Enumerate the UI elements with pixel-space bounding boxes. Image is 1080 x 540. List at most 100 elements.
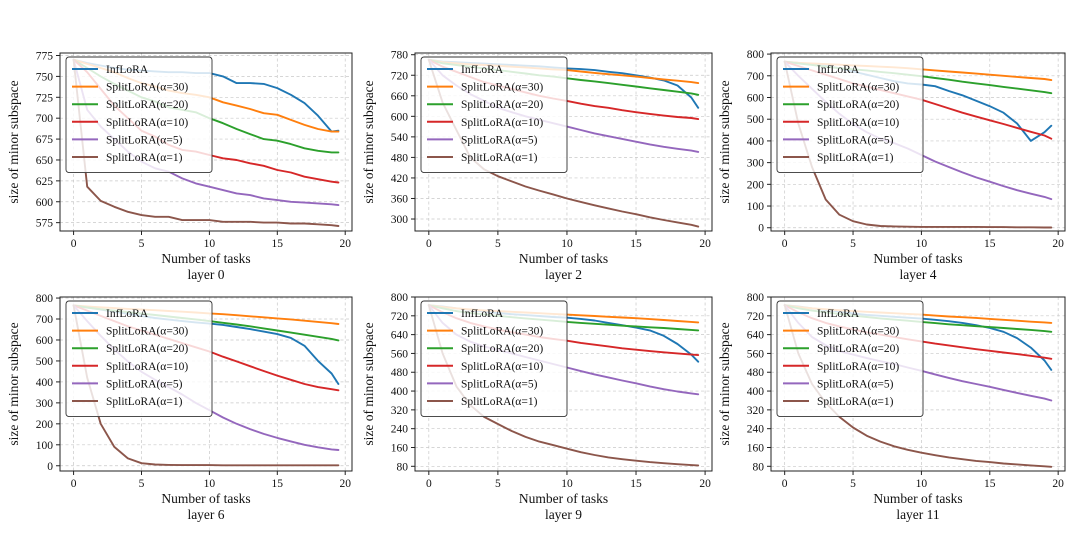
chart-3-legend-label-3: SplitLoRA(α=10) (106, 361, 188, 373)
chart-2-legend-label-4: SplitLoRA(α=5) (817, 134, 894, 146)
chart-3-xtick-label-4: 20 (339, 478, 351, 490)
chart-5-xtick-label-1: 5 (850, 478, 856, 490)
chart-3-ytick-label-2: 200 (36, 419, 54, 431)
chart-3-ytick-label-0: 0 (47, 461, 53, 473)
chart-1-legend-label-2: SplitLoRA(α=20) (461, 99, 543, 111)
chart-3-legend-label-2: SplitLoRA(α=20) (106, 343, 188, 355)
chart-2-ytick-label-1: 100 (747, 201, 765, 213)
chart-0: 0 5 10 15 20 575 600 625 650 675 700 725 750 775 Numbe… (6, 51, 353, 282)
chart-5-legend: InfLoRA SplitLoRA(α=30) SplitLoRA(α=20) Spl… (776, 300, 924, 418)
chart-4-ytick-label-1: 160 (391, 442, 409, 454)
chart-4-legend-label-0: InfLoRA (461, 308, 504, 320)
chart-1-ytick-label-7: 720 (391, 70, 409, 82)
chart-0-legend-label-2: SplitLoRA(α=20) (106, 99, 188, 111)
chart-2-xtick-label-2: 10 (916, 238, 928, 250)
chart-5-xtick-label-4: 20 (1052, 478, 1064, 490)
chart-3-xtick-label-3: 15 (272, 478, 284, 490)
chart-1-ytick-label-0: 300 (391, 214, 409, 226)
chart-1-ytick-label-8: 780 (391, 50, 409, 62)
chart-0-ytick-label-7: 750 (36, 71, 54, 83)
chart-1-xtick-label-2: 10 (561, 238, 573, 250)
chart-2-legend-label-3: SplitLoRA(α=10) (817, 117, 899, 129)
chart-2-series-line-5 (783, 60, 1053, 229)
chart-4-legend-label-1: SplitLoRA(α=30) (461, 326, 543, 338)
chart-2-xlabel: Number of tasks (873, 251, 962, 266)
chart-1-legend: InfLoRA SplitLoRA(α=30) SplitLoRA(α=20) Spl… (420, 56, 568, 174)
chart-2-ytick-label-7: 700 (747, 71, 765, 83)
chart-0-xtick-label-0: 0 (71, 238, 77, 250)
chart-3-ytick-label-4: 400 (36, 377, 54, 389)
chart-1: 0 5 10 15 20 300 360 420 480 540 600 660 720 780 Numbe… (361, 50, 713, 282)
chart-3-xtick-label-0: 0 (71, 478, 77, 490)
chart-5-ylabel: size of minor subspace (717, 322, 732, 445)
chart-0-series-line-5 (72, 58, 340, 227)
chart-2-legend-label-2: SplitLoRA(α=20) (817, 99, 899, 111)
chart-0-ytick-label-5: 700 (36, 113, 54, 125)
chart-1-xtick-label-1: 5 (495, 238, 501, 250)
chart-2-ytick-label-4: 400 (747, 136, 765, 148)
chart-3-legend-label-4: SplitLoRA(α=5) (106, 378, 183, 390)
chart-5-ytick-label-9: 800 (747, 292, 765, 304)
chart-4: 0 5 10 15 20 80 160 240 320 400 480 560 640 720 800 Num… (361, 292, 713, 522)
chart-4-legend-label-2: SplitLoRA(α=20) (461, 343, 543, 355)
chart-0-legend-label-1: SplitLoRA(α=30) (106, 82, 188, 94)
chart-5-ytick-label-8: 720 (747, 311, 765, 323)
chart-5-ytick-label-2: 240 (747, 424, 765, 436)
chart-0-legend-label-5: SplitLoRA(α=1) (106, 152, 183, 164)
chart-3-ytick-label-3: 300 (36, 398, 54, 410)
chart-0-ytick-label-4: 675 (36, 134, 54, 146)
chart-3-legend-label-1: SplitLoRA(α=30) (106, 326, 188, 338)
chart-5-legend-label-5: SplitLoRA(α=1) (817, 396, 894, 408)
chart-4-ytick-label-9: 800 (391, 292, 409, 304)
chart-2-ytick-label-8: 800 (747, 49, 765, 61)
chart-1-xtick-label-0: 0 (426, 238, 432, 250)
chart-5-xtick-label-3: 15 (984, 478, 996, 490)
chart-4-ytick-label-0: 80 (397, 461, 409, 473)
chart-2-frame (770, 52, 1066, 232)
chart-2-xtick-label-0: 0 (782, 238, 788, 250)
chart-3-legend: InfLoRA SplitLoRA(α=30) SplitLoRA(α=20) Spl… (65, 300, 213, 418)
chart-3-legend-label-5: SplitLoRA(α=1) (106, 396, 183, 408)
chart-0-ylabel: size of minor subspace (6, 80, 21, 203)
chart-5-legend-label-2: SplitLoRA(α=20) (817, 343, 899, 355)
chart-3-ytick-label-7: 700 (36, 314, 54, 326)
chart-1-legend-label-5: SplitLoRA(α=1) (461, 152, 538, 164)
chart-3-ytick-label-6: 600 (36, 335, 54, 347)
chart-4-legend-label-4: SplitLoRA(α=5) (461, 378, 538, 390)
chart-0-legend-label-0: InfLoRA (106, 64, 149, 76)
chart-0-title: layer 0 (187, 267, 224, 282)
chart-4-ytick-label-5: 480 (391, 367, 409, 379)
chart-0-legend-label-4: SplitLoRA(α=5) (106, 134, 183, 146)
chart-5-title: layer 11 (896, 507, 939, 522)
chart-5-ytick-label-1: 160 (747, 442, 765, 454)
chart-3-ytick-label-1: 100 (36, 440, 54, 452)
chart-5-legend-box (776, 300, 924, 418)
chart-4-xtick-label-0: 0 (426, 478, 432, 490)
chart-3-frame (59, 296, 353, 472)
chart-5-legend-label-0: InfLoRA (817, 308, 860, 320)
chart-5-ytick-label-4: 400 (747, 386, 765, 398)
chart-1-ytick-label-1: 360 (391, 193, 409, 205)
chart-0-ytick-label-8: 775 (36, 51, 54, 63)
chart-4-ytick-label-7: 640 (391, 330, 409, 342)
chart-2-ytick-label-6: 600 (747, 93, 765, 105)
chart-4-xtick-label-1: 5 (495, 478, 501, 490)
chart-1-ytick-label-3: 480 (391, 152, 409, 164)
chart-5-legend-label-1: SplitLoRA(α=30) (817, 326, 899, 338)
chart-5-xlabel: Number of tasks (873, 491, 962, 506)
chart-3-ytick-label-8: 800 (36, 293, 54, 305)
chart-4-ytick-label-8: 720 (391, 311, 409, 323)
chart-5-ytick-label-0: 80 (753, 461, 765, 473)
chart-2-legend-label-0: InfLoRA (817, 64, 860, 76)
chart-4-xtick-label-2: 10 (561, 478, 573, 490)
chart-1-legend-label-3: SplitLoRA(α=10) (461, 117, 543, 129)
chart-1-legend-label-0: InfLoRA (461, 64, 504, 76)
chart-4-legend: InfLoRA SplitLoRA(α=30) SplitLoRA(α=20) Spl… (420, 300, 568, 418)
chart-3-ylabel: size of minor subspace (6, 322, 21, 445)
chart-0-ytick-label-0: 575 (36, 218, 54, 230)
chart-5-frame (770, 296, 1066, 472)
chart-5-xtick-label-2: 10 (916, 478, 928, 490)
chart-4-legend-box (420, 300, 568, 418)
chart-4-ytick-label-2: 240 (391, 424, 409, 436)
chart-2-legend-label-5: SplitLoRA(α=1) (817, 152, 894, 164)
